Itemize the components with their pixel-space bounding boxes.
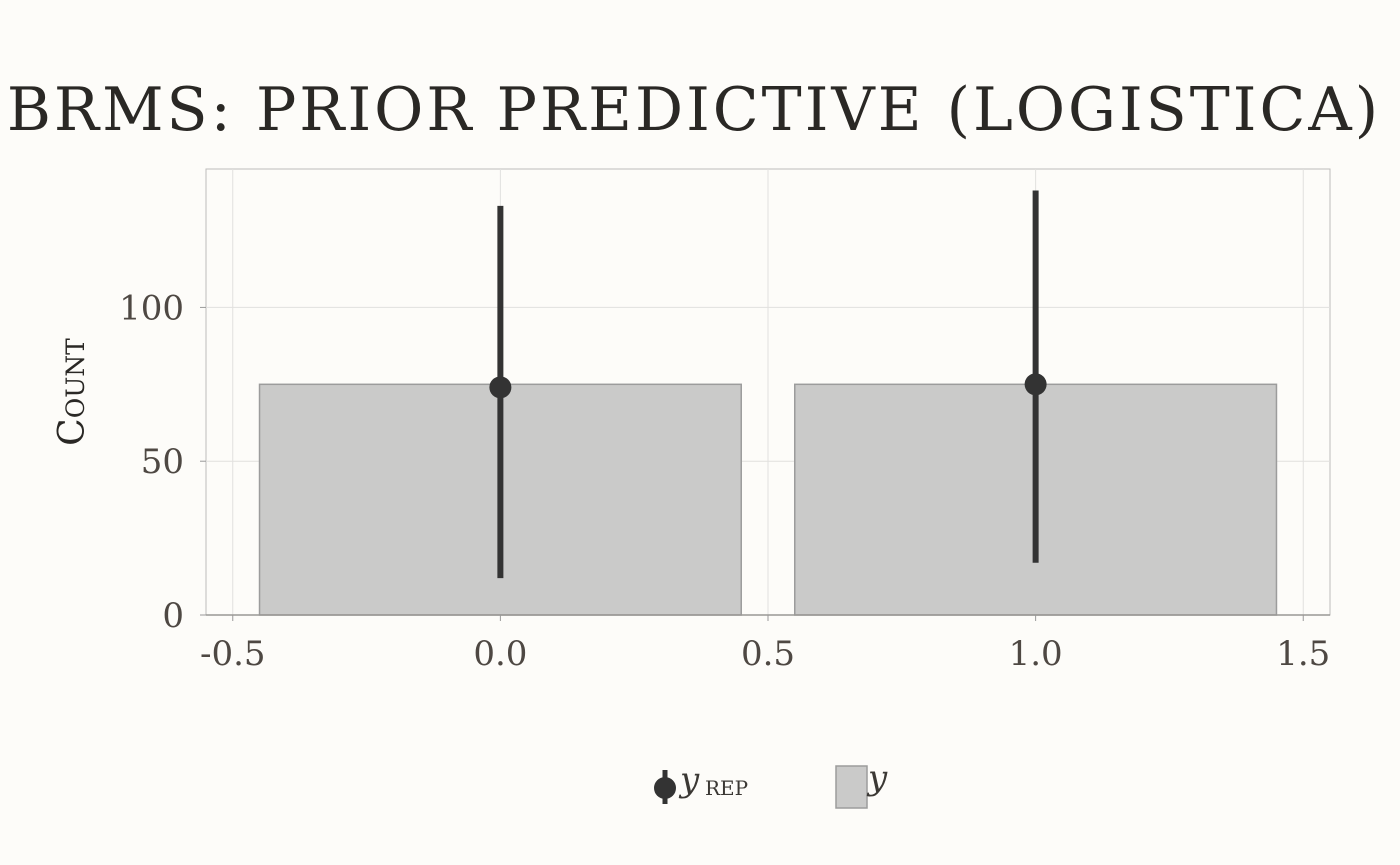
legend-label-yrep: y [678, 760, 700, 800]
pointrange-layer [489, 190, 1047, 579]
x-tick-label: 1.5 [1276, 634, 1330, 674]
x-tick-label: 0.0 [473, 634, 527, 674]
legend: y REP y [654, 758, 888, 809]
y-axis-title: Count [52, 338, 93, 446]
point-estimate [489, 376, 512, 399]
legend-subscript-rep: REP [705, 776, 748, 800]
legend-key-bar [835, 765, 868, 809]
x-tick-label: 0.5 [741, 634, 795, 674]
x-tick-label: 1.0 [1009, 634, 1063, 674]
y-tick-label: 50 [141, 442, 184, 482]
legend-key-point [654, 777, 676, 799]
y-tick-label: 100 [119, 288, 184, 328]
legend-label-y: y [866, 758, 888, 798]
chart-title: BRMS: PRIOR PREDICTIVE (LOGISTICA) [7, 75, 1381, 145]
point-estimate [1024, 373, 1047, 396]
y-tick-label: 0 [162, 596, 184, 636]
x-tick-label: -0.5 [200, 634, 266, 674]
axis-layer: -0.5 0.0 0.5 1.0 1.5 0 50 100 [119, 288, 1330, 674]
